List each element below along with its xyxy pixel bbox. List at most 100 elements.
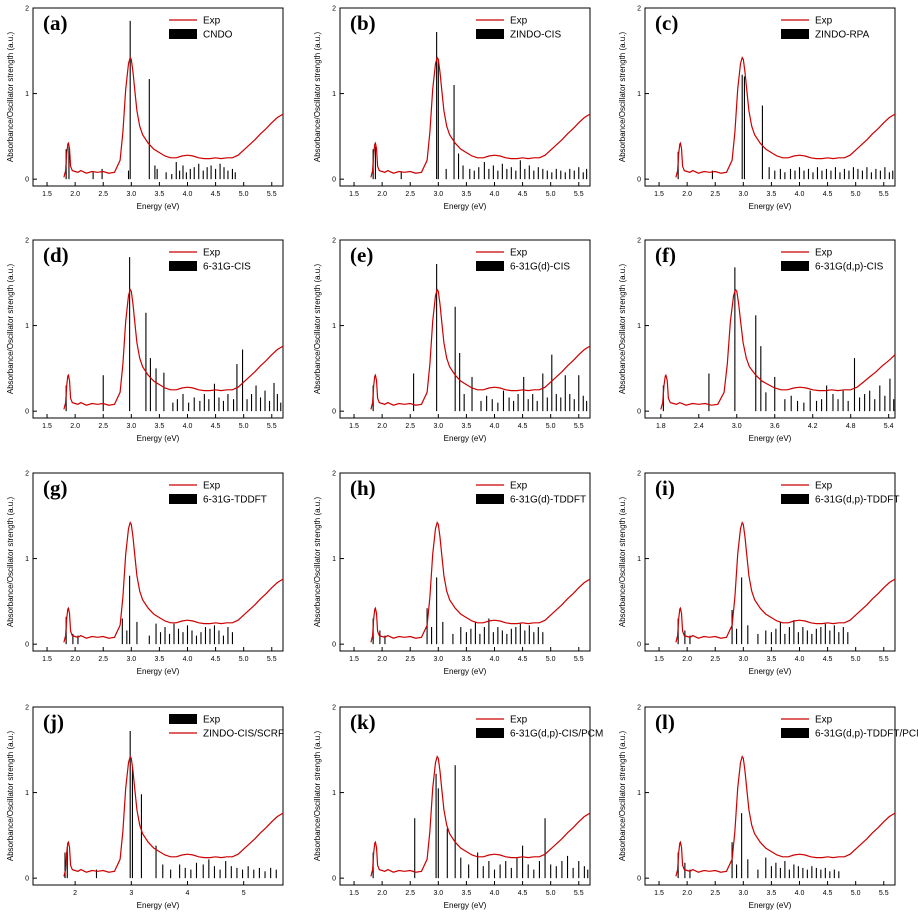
panel-label: (e) xyxy=(350,243,373,267)
y-tick-label: 2 xyxy=(25,6,29,13)
x-tick-label: 2.0 xyxy=(682,191,692,198)
y-tick-label: 2 xyxy=(637,6,641,13)
x-tick-label: 2.0 xyxy=(377,191,387,198)
legend-bar-swatch xyxy=(781,29,809,39)
y-tick-label: 2 xyxy=(332,705,336,712)
legend-entry: 6-31G(d,p)-CIS/PCM xyxy=(510,729,603,740)
legend-entry: ZINDO-CIS/SCRF xyxy=(203,729,284,740)
y-axis-label: Absorbance/Oscillator strength (a.u.) xyxy=(618,497,627,628)
x-tick-label: 4.0 xyxy=(490,656,500,663)
legend-bar-swatch xyxy=(169,261,197,271)
legend-bar-swatch xyxy=(476,29,504,39)
y-tick-label: 2 xyxy=(637,705,641,712)
x-tick-label: 4.5 xyxy=(823,191,833,198)
x-tick-label: 1.5 xyxy=(654,191,664,198)
y-tick-label: 0 xyxy=(332,177,336,184)
panel-c: 0 1 2 1.5 2.0 2.5 3.0 3.5 4.0 4.5 5.0 5.5 Energy (eV… xyxy=(618,6,896,211)
x-tick-label: 4.5 xyxy=(211,423,221,430)
exp-curve xyxy=(675,56,896,178)
x-tick-label: 2.4 xyxy=(694,423,704,430)
x-tick-label: 5.0 xyxy=(239,423,249,430)
y-tick-label: 0 xyxy=(25,876,29,883)
x-tick-label: 3 xyxy=(129,890,133,897)
panel-h: 0 1 2 1.5 2.0 2.5 3.0 3.5 4.0 4.5 5.0 5.5 Energy (eV… xyxy=(313,471,591,676)
x-tick-label: 3.5 xyxy=(462,656,472,663)
x-tick-label: 1.5 xyxy=(42,656,52,663)
y-axis-label: Absorbance/Oscillator strength (a.u.) xyxy=(6,264,15,395)
exp-curve xyxy=(370,521,591,643)
y-tick-label: 2 xyxy=(25,705,29,712)
x-tick-label: 4 xyxy=(186,890,190,897)
x-tick-label: 5.5 xyxy=(574,656,584,663)
plot-frame xyxy=(32,239,284,419)
x-tick-label: 2.5 xyxy=(710,890,720,897)
x-tick-label: 4.0 xyxy=(183,656,193,663)
x-tick-label: 1.5 xyxy=(349,656,359,663)
panel-j: 0 1 2 2 3 4 5 Energy (eV) Absorbance/Oscillator … xyxy=(6,705,284,911)
x-tick-label: 3.0 xyxy=(126,191,136,198)
x-tick-label: 2.0 xyxy=(377,423,387,430)
x-tick-label: 3.0 xyxy=(433,656,443,663)
y-tick-label: 0 xyxy=(25,409,29,416)
panel-label: (i) xyxy=(655,476,675,500)
x-tick-label: 4.5 xyxy=(518,423,528,430)
panel-label: (c) xyxy=(655,11,678,35)
x-axis-label: Energy (eV) xyxy=(137,202,180,211)
exp-curve xyxy=(370,755,591,877)
y-tick-label: 2 xyxy=(25,471,29,478)
panel-label: (g) xyxy=(43,476,68,500)
x-tick-label: 2.5 xyxy=(98,191,108,198)
x-tick-label: 5.5 xyxy=(267,423,277,430)
x-tick-label: 4.0 xyxy=(795,191,805,198)
legend-bar-swatch xyxy=(476,261,504,271)
y-tick-label: 1 xyxy=(637,790,641,797)
panel-label: (k) xyxy=(350,710,376,734)
legend-entry: Exp xyxy=(815,715,833,726)
legend-entry: ZINDO-RPA xyxy=(815,30,870,41)
y-tick-label: 0 xyxy=(637,876,641,883)
y-axis-label: Absorbance/Oscillator strength (a.u.) xyxy=(313,32,322,163)
x-tick-label: 4.5 xyxy=(518,656,528,663)
legend-entry: 6-31G(d,p)-CIS xyxy=(815,262,884,273)
y-axis-label: Absorbance/Oscillator strength (a.u.) xyxy=(6,32,15,163)
x-tick-label: 2.5 xyxy=(405,423,415,430)
panel-e: 0 1 2 1.5 2.0 2.5 3.0 3.5 4.0 4.5 5.0 5.5 Energy (eV… xyxy=(313,238,591,443)
legend-entry: 6-31G(d)-CIS xyxy=(510,262,570,273)
legend-entry: Exp xyxy=(815,16,833,27)
exp-curve xyxy=(63,56,284,178)
y-axis-label: Absorbance/Oscillator strength (a.u.) xyxy=(618,264,627,395)
x-tick-label: 2.0 xyxy=(682,656,692,663)
x-axis-label: Energy (eV) xyxy=(749,901,792,910)
x-tick-label: 1.5 xyxy=(654,890,664,897)
y-tick-label: 0 xyxy=(332,876,336,883)
x-tick-label: 5.0 xyxy=(239,656,249,663)
x-tick-label: 3.5 xyxy=(155,191,165,198)
y-tick-label: 2 xyxy=(332,6,336,13)
y-tick-label: 0 xyxy=(25,177,29,184)
x-tick-label: 3.0 xyxy=(738,191,748,198)
panel-label: (d) xyxy=(43,243,69,267)
panel-k: 0 1 2 1.5 2.0 2.5 3.0 3.5 4.0 4.5 5.0 5.5 Energy (eV… xyxy=(313,705,603,911)
x-tick-label: 2.0 xyxy=(70,191,80,198)
plot-frame xyxy=(339,239,591,419)
x-axis-label: Energy (eV) xyxy=(444,202,487,211)
panel-f: 0 1 2 1.8 2.4 3.0 3.6 4.2 4.8 5.4 Energy (eV) Absor… xyxy=(618,238,896,443)
x-axis-label: Energy (eV) xyxy=(749,667,792,676)
x-tick-label: 5.5 xyxy=(574,890,584,897)
x-tick-label: 1.5 xyxy=(349,890,359,897)
x-axis-label: Energy (eV) xyxy=(137,434,180,443)
y-tick-label: 1 xyxy=(332,91,336,98)
x-tick-label: 3.5 xyxy=(767,656,777,663)
panel-l: 0 1 2 1.5 2.0 2.5 3.0 3.5 4.0 4.5 5.0 5.5 Energy (eV… xyxy=(618,705,918,911)
legend-bar-swatch xyxy=(169,714,197,724)
legend-bar-swatch xyxy=(476,494,504,504)
x-tick-label: 3.5 xyxy=(462,191,472,198)
legend-entry: Exp xyxy=(203,248,221,259)
y-axis-label: Absorbance/Oscillator strength (a.u.) xyxy=(6,731,15,862)
x-tick-label: 5.5 xyxy=(879,890,889,897)
plot-frame xyxy=(339,7,591,187)
x-axis-label: Energy (eV) xyxy=(137,901,180,910)
panel-label: (j) xyxy=(43,710,64,734)
y-tick-label: 0 xyxy=(637,409,641,416)
x-tick-label: 4.5 xyxy=(211,656,221,663)
